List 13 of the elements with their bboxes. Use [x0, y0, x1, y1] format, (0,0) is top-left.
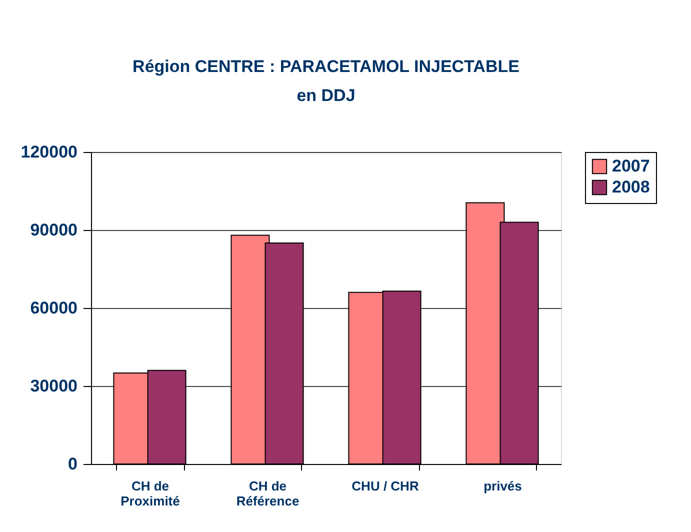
x-tick-label: privés: [484, 478, 522, 494]
y-tick-label: 90000: [30, 220, 78, 240]
text: Région CENTRE : PARACETAMOL INJECTABLE: [132, 57, 520, 76]
x-tick-label: CH de Proximité: [120, 478, 180, 508]
text: en DDJ: [296, 86, 356, 105]
y-tick-label: 120000: [20, 142, 78, 162]
legend-label: 2008: [612, 178, 650, 196]
legend-label: 2007: [612, 156, 650, 176]
y-tick-label: 30000: [30, 376, 78, 396]
x-tick-label: CHU / CHR: [352, 478, 420, 494]
y-tick-label: 0: [68, 454, 78, 474]
x-tick-label: CH de Référence: [236, 478, 300, 508]
y-tick-label: 60000: [30, 298, 78, 318]
